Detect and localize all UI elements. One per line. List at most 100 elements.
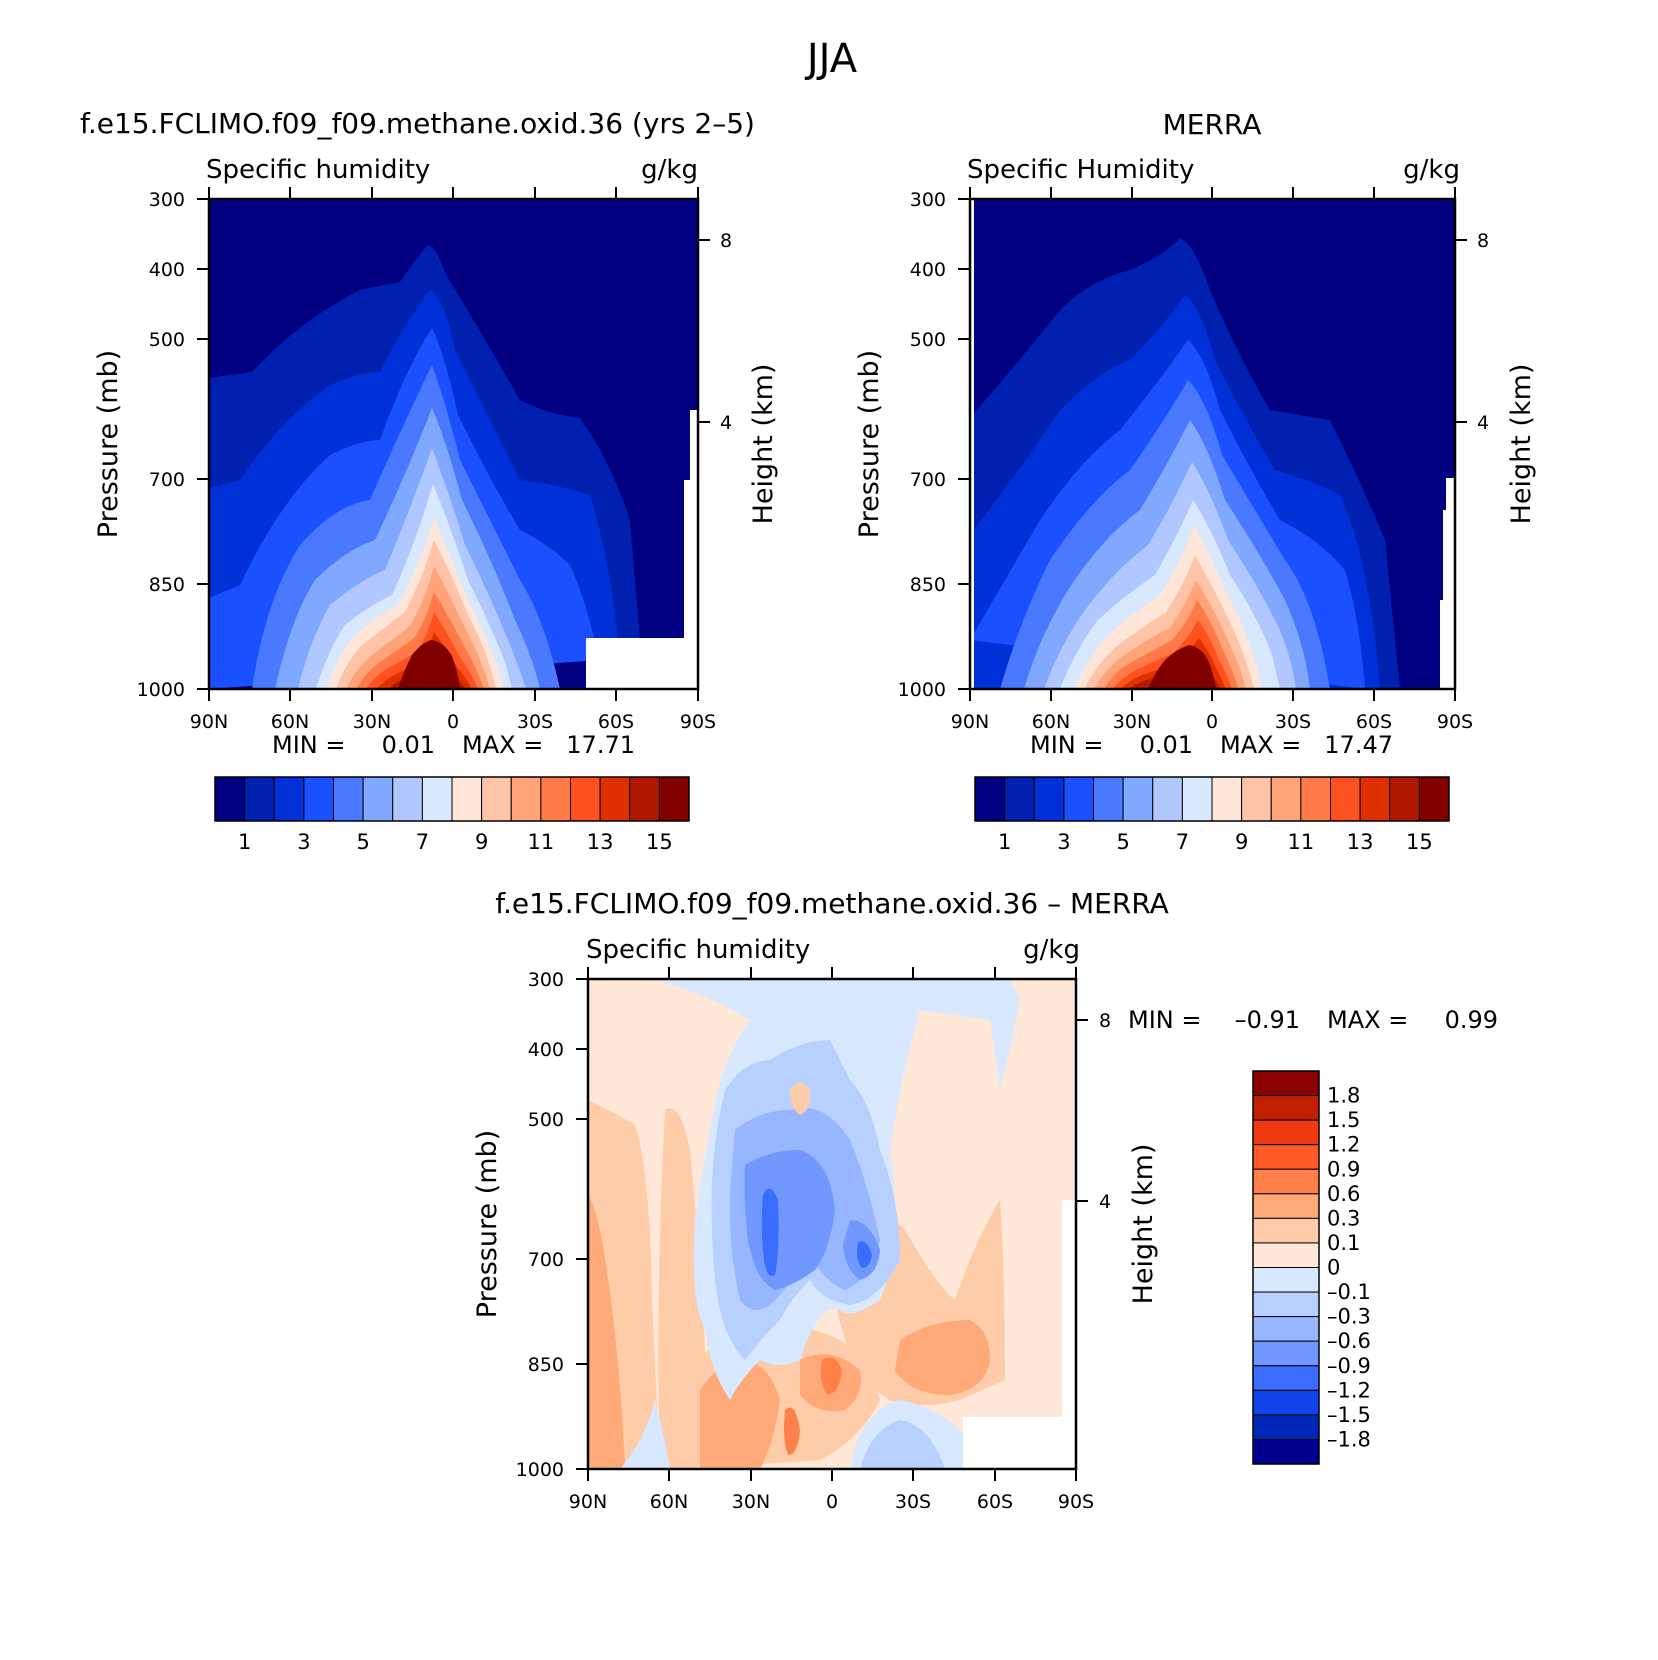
colorbar-tick-label: 7 [1176,830,1189,854]
max-label: MAX = [1327,1006,1408,1034]
y-axis-label: Pressure (mb) [854,350,885,538]
topography-mask [970,199,974,689]
colorbar-swatch [1252,1365,1320,1391]
colorbar-tick-label: 1 [238,830,251,854]
colorbar-tick-label: 1.5 [1327,1108,1360,1132]
colorbar-swatch [629,776,660,822]
colorbar-swatch [1330,776,1361,822]
x-tick-label: 90S [680,711,716,733]
y-tick-label: 700 [149,469,185,491]
x-tick-label: 30N [732,1491,770,1513]
colorbar-swatch [570,776,601,822]
y-right-tick-label: 4 [1477,412,1489,434]
colorbar-tick-label: 0.9 [1327,1157,1360,1181]
y-right-axis-label: Height (km) [1128,1144,1159,1305]
max-label: MAX = [462,731,543,759]
y-right-tick-label: 8 [1477,230,1489,252]
colorbar-tick-label: 0.1 [1327,1231,1360,1255]
y-axis-label: Pressure (mb) [93,350,124,538]
colorbar-tick-label: –0.3 [1327,1305,1371,1329]
y-tick-label: 300 [910,189,946,211]
x-tick-label: 30N [353,711,391,733]
y-tick-label: 300 [149,189,185,211]
colorbar-tick-label: –1.2 [1327,1378,1371,1402]
x-tick-label: 90N [951,711,989,733]
units-label: g/kg [641,155,698,185]
colorbar-swatch [1389,776,1420,822]
colorbar-swatch [1241,776,1272,822]
colorbar-swatch [421,776,453,822]
axis-ticks [197,187,710,701]
y-tick-label: 400 [528,1039,564,1061]
contour-region [620,1400,670,1469]
colorbar: 1 3 5 7 9 11 13 15 [214,776,690,854]
x-tick-label: 90S [1058,1491,1094,1513]
colorbar-swatch [392,776,423,822]
colorbar-swatch [974,776,1006,822]
contour-band-15 [1148,645,1216,689]
colorbar-tick-label: 1.2 [1327,1133,1360,1157]
x-tick-label: 60S [1356,711,1392,733]
colorbar-swatch [1418,776,1450,822]
y-tick-label: 300 [528,969,564,991]
colorbar-tick-label: –0.9 [1327,1354,1371,1378]
min-value: 0.01 [382,731,435,759]
colorbar-tick-label: –1.8 [1327,1427,1371,1451]
colorbar-tick-label: –0.6 [1327,1329,1371,1353]
colorbar-swatch [362,776,394,822]
x-tick-label: 30N [1113,711,1151,733]
colorbar-swatch [214,776,246,822]
colorbar-tick-label: 0.3 [1327,1206,1360,1230]
colorbar-tick-label: 9 [475,830,488,854]
colorbar-swatch [1252,1070,1320,1097]
y-tick-label: 850 [910,574,946,596]
x-tick-label: 90S [1437,711,1473,733]
topography-mask [586,410,698,689]
colorbar-tick-label: 1 [998,830,1011,854]
colorbar-frame [1252,1070,1320,1465]
y-tick-label: 400 [910,259,946,281]
colorbar-tick-label: –1.5 [1327,1403,1371,1427]
colorbar-swatch [1359,776,1391,822]
panel-title: f.e15.FCLIMO.f09_f09.methane.oxid.36 (yr… [80,107,755,140]
colorbar-swatch [1300,776,1331,822]
colorbar-tick-label: 7 [416,830,429,854]
colorbar-swatch [1063,776,1094,822]
y-tick-label: 1000 [137,679,185,701]
y-tick-label: 500 [528,1109,564,1131]
y-right-tick-label: 4 [720,412,732,434]
colorbar-swatch [1252,1389,1320,1416]
colorbar-swatch [1152,776,1183,822]
x-tick-label: 30S [1275,711,1311,733]
contour-region [860,1420,945,1469]
y-right-axis-label: Height (km) [1506,364,1537,525]
min-label: MIN = [272,731,345,759]
colorbar-swatch [1211,776,1243,822]
colorbar: 1.81.51.20.90.60.30.10–0.1–0.3–0.6–0.9–1… [1252,1070,1371,1465]
figure-title: JJA [804,36,858,82]
variable-label: Specific humidity [206,155,430,185]
contour-band-15 [398,640,460,689]
contour-region [790,1082,811,1115]
colorbar-frame [974,776,1450,822]
y-tick-label: 700 [528,1249,564,1271]
colorbar-tick-label: 3 [297,830,310,854]
colorbar-frame [214,776,690,822]
colorbar-swatch [1252,1414,1320,1440]
colorbar-swatch [1252,1267,1320,1293]
contour-region [784,1407,800,1455]
colorbar-swatch [1252,1438,1320,1465]
y-right-tick-label: 8 [1099,1010,1111,1032]
variable-label: Specific Humidity [967,155,1194,185]
colorbar-swatch [510,776,542,822]
axis-ticks [958,187,1467,701]
colorbar-tick-label: 13 [1347,830,1374,854]
y-tick-label: 1000 [898,679,946,701]
units-label: g/kg [1023,935,1080,965]
y-tick-label: 850 [149,574,185,596]
contour-region [895,1320,990,1395]
x-tick-label: 90N [190,711,228,733]
x-tick-label: 0 [826,1491,838,1513]
colorbar-swatch [1093,776,1124,822]
y-right-tick-label: 8 [720,230,732,252]
